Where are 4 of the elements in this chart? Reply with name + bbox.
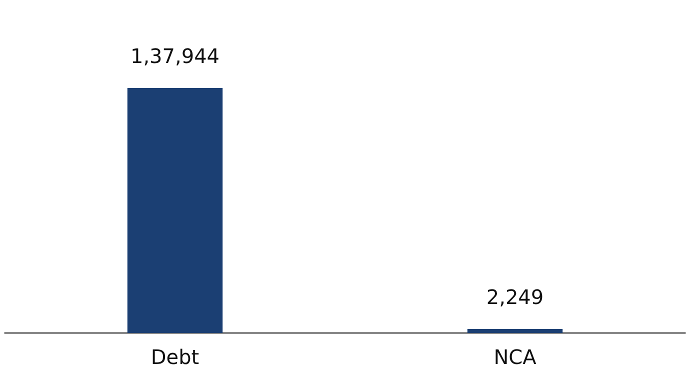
x-tick-label: Debt <box>150 345 200 369</box>
x-tick-label: NCA <box>494 345 537 369</box>
data-label: 1,37,944 <box>130 44 220 68</box>
data-label: 2,249 <box>486 285 544 310</box>
